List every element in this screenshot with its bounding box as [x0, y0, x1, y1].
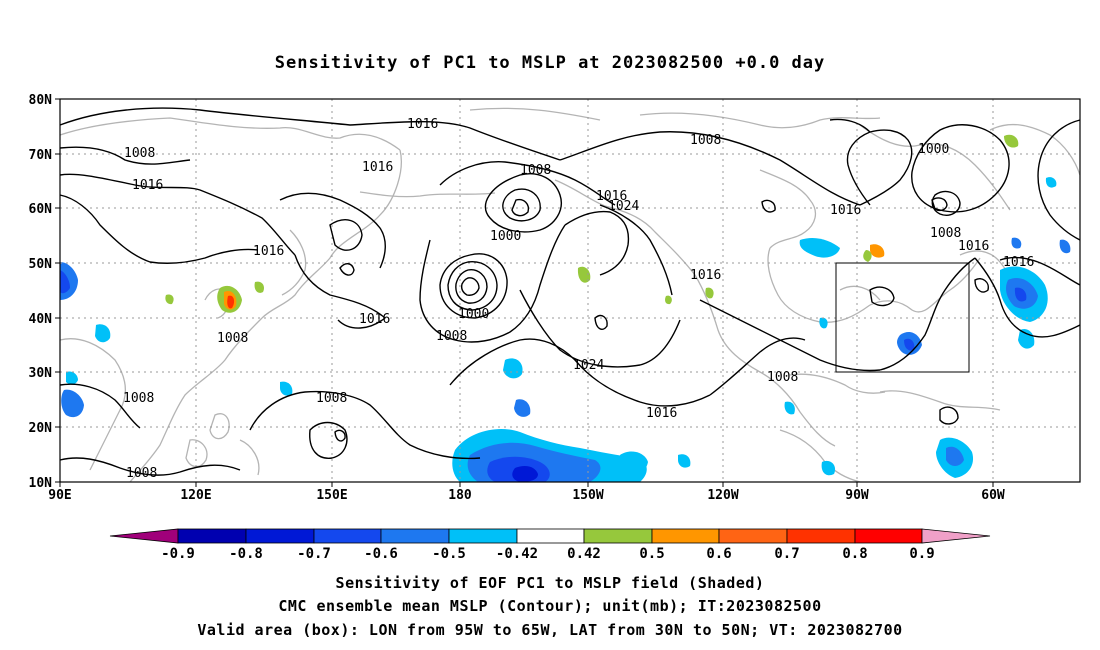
contour-label: 1008 [124, 146, 155, 161]
valid-area-box [835, 262, 970, 373]
contour-label: 1008 [436, 329, 467, 344]
lat-tick-label: 30N [29, 366, 53, 381]
coastlines [59, 107, 1081, 483]
colorbar-cell [448, 528, 518, 544]
colorbar-cell [583, 528, 653, 544]
contour-label: 1008 [123, 391, 154, 406]
lon-tick-label: 180 [448, 488, 472, 503]
lat-tick-label: 50N [29, 257, 53, 272]
contour-label: 1016 [407, 117, 438, 132]
contour-label: 1016 [596, 189, 627, 204]
colorbar-cell [786, 528, 856, 544]
contour-label: 1008 [126, 466, 157, 481]
colorbar-label: -0.42 [496, 546, 538, 562]
colorbar-cell [651, 528, 720, 544]
colorbar-label: -0.9 [161, 546, 195, 562]
lon-tick-label: 120E [180, 488, 211, 503]
lat-tick-label: 10N [29, 476, 53, 491]
contour-label: 1016 [362, 160, 393, 175]
contour-label: 1016 [359, 312, 390, 327]
lat-tick-label: 80N [29, 93, 53, 108]
colorbar-label: -0.8 [229, 546, 263, 562]
contour-label: 1024 [608, 199, 639, 214]
colorbar-cell [177, 528, 247, 544]
colorbar-label: -0.6 [364, 546, 398, 562]
colorbar-label: -0.5 [432, 546, 466, 562]
contour-label: 1008 [930, 226, 961, 241]
colorbar-min-triangle [109, 528, 179, 544]
lon-tick-label: 120W [707, 488, 738, 503]
lon-tick-label: 150W [572, 488, 603, 503]
contour-label: 1016 [690, 268, 721, 283]
contour-label: 1008 [767, 370, 798, 385]
colorbar-cell [718, 528, 788, 544]
colorbar-cell [245, 528, 315, 544]
lat-tick-label: 60N [29, 202, 53, 217]
contour-label: 1008 [520, 163, 551, 178]
contour-labels: 1016 1008 1016 1008 1016 1000 1008 1016 … [123, 117, 1034, 481]
figure-title: Sensitivity of PC1 to MSLP at 2023082500… [275, 53, 826, 73]
lon-tick-labels: 90E 120E 150E 180 150W 120W 90W 60W [48, 488, 1005, 503]
colorbar-label: 0.5 [639, 546, 664, 562]
colorbar-max-triangle [921, 528, 991, 544]
colorbar-cell [380, 528, 450, 544]
colorbar: -0.9 -0.8 -0.7 -0.6 -0.5 -0.42 0.42 0.5 … [109, 528, 991, 562]
contour-label: 1008 [316, 391, 347, 406]
caption-line-3: Valid area (box): LON from 95W to 65W, L… [197, 621, 902, 639]
lon-tick-label: 90E [48, 488, 71, 503]
contour-label: 1016 [1003, 255, 1034, 270]
colorbar-label: 0.6 [706, 546, 731, 562]
colorbar-label: 0.42 [567, 546, 601, 562]
colorbar-label: -0.7 [297, 546, 331, 562]
lat-tick-label: 40N [29, 312, 53, 327]
contour-label: 1000 [458, 307, 489, 322]
contour-label: 1000 [918, 142, 949, 157]
contour-label: 1000 [490, 229, 521, 244]
lon-tick-label: 90W [845, 488, 869, 503]
colorbar-label: 0.7 [774, 546, 799, 562]
lat-tick-label: 70N [29, 148, 53, 163]
map-panel: 1016 1008 1016 1008 1016 1000 1008 1016 … [29, 93, 1081, 503]
lon-tick-label: 60W [981, 488, 1005, 503]
colorbar-cell [854, 528, 923, 544]
sensitivity-shading [60, 134, 1071, 482]
lon-tick-label: 150E [316, 488, 347, 503]
colorbar-label: 0.8 [842, 546, 867, 562]
contour-label: 1008 [217, 331, 248, 346]
caption-line-2: CMC ensemble mean MSLP (Contour); unit(m… [278, 597, 821, 615]
contour-label: 1016 [253, 244, 284, 259]
gridlines [60, 99, 1080, 482]
contour-label: 1016 [132, 178, 163, 193]
contour-label: 1008 [690, 133, 721, 148]
mslp-contours [59, 107, 1081, 476]
caption: Sensitivity of EOF PC1 to MSLP field (Sh… [197, 574, 902, 639]
contour-label: 1024 [573, 358, 604, 373]
caption-line-1: Sensitivity of EOF PC1 to MSLP field (Sh… [336, 574, 765, 592]
colorbar-cell [313, 528, 382, 544]
colorbar-label: 0.9 [909, 546, 934, 562]
contour-label: 1016 [646, 406, 677, 421]
contour-label: 1016 [958, 239, 989, 254]
lat-tick-label: 20N [29, 421, 53, 436]
colorbar-cell [516, 528, 585, 544]
lat-tick-labels: 80N 70N 60N 50N 40N 30N 20N 10N [29, 93, 53, 491]
contour-label: 1016 [830, 203, 861, 218]
